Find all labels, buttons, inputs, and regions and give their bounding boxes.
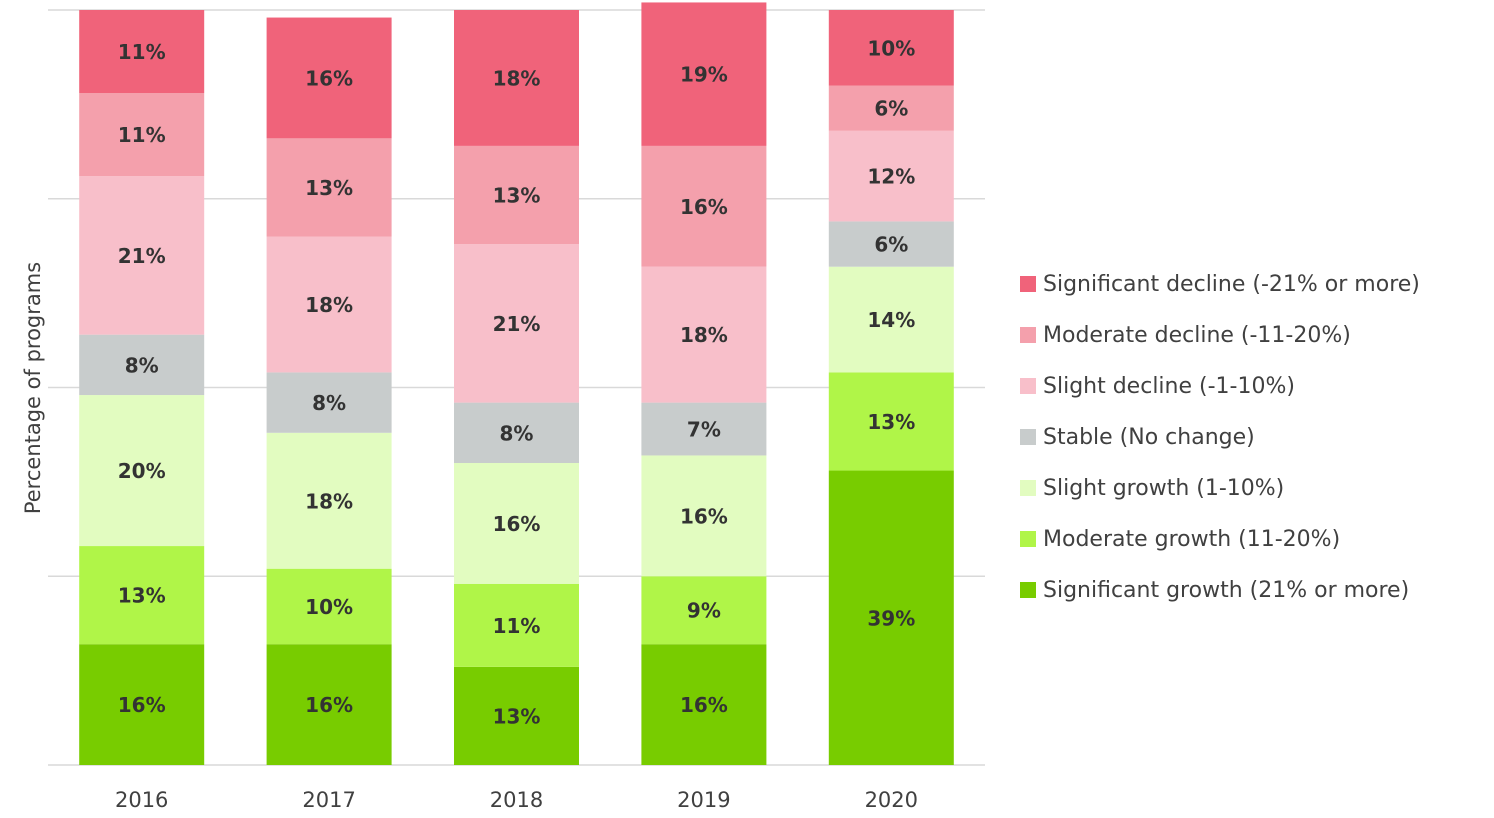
legend-swatch — [1020, 378, 1036, 394]
legend-swatch — [1020, 582, 1036, 598]
bar-segment — [79, 546, 205, 645]
data-label: 39% — [867, 606, 915, 630]
bar-segment — [266, 372, 392, 433]
data-label: 11% — [118, 40, 166, 64]
bar-segment — [79, 334, 205, 396]
bar-segment — [828, 221, 954, 267]
data-label: 8% — [312, 391, 346, 415]
bar-segment — [79, 176, 205, 335]
x-tick-label: 2019 — [677, 788, 730, 812]
data-label: 18% — [493, 66, 541, 90]
x-tick-label: 2020 — [865, 788, 918, 812]
legend-swatch — [1020, 429, 1036, 445]
data-label: 6% — [874, 97, 908, 121]
data-label: 9% — [687, 599, 721, 623]
data-label: 10% — [867, 36, 915, 60]
data-label: 7% — [687, 418, 721, 442]
bar-segment — [454, 666, 579, 765]
bar-segment — [454, 583, 579, 667]
legend-swatch — [1020, 531, 1036, 547]
bar-segment — [828, 266, 954, 373]
data-label: 21% — [118, 244, 166, 268]
legend-label: Significant decline (-21% or more) — [1043, 272, 1420, 297]
data-label: 16% — [680, 693, 728, 717]
data-label: 16% — [305, 693, 353, 717]
bar-segment — [266, 138, 392, 237]
legend-swatch — [1020, 276, 1036, 292]
bar-segment — [454, 402, 579, 463]
data-label: 18% — [305, 489, 353, 513]
data-label: 11% — [118, 123, 166, 147]
data-label: 16% — [493, 512, 541, 536]
legend-label: Slight decline (-1-10%) — [1043, 374, 1295, 399]
x-tick-label: 2018 — [490, 788, 543, 812]
legend-label: Moderate decline (-11-20%) — [1043, 323, 1351, 348]
bar-segment — [641, 2, 767, 146]
data-label: 16% — [305, 66, 353, 90]
bar-segment — [266, 17, 392, 139]
bar-segment — [641, 266, 767, 403]
bar-segment — [266, 432, 392, 569]
data-label: 16% — [680, 195, 728, 219]
data-label: 13% — [493, 183, 541, 207]
bar-segment — [79, 10, 205, 94]
data-label: 10% — [305, 595, 353, 619]
data-label: 18% — [305, 293, 353, 317]
data-label: 13% — [867, 410, 915, 434]
bar-segment — [454, 10, 579, 146]
legend-label: Moderate growth (11-20%) — [1043, 527, 1340, 552]
bar-segment — [641, 402, 767, 456]
bar-segment — [641, 455, 767, 577]
bar-segment — [641, 576, 767, 645]
legend-swatch — [1020, 327, 1036, 343]
bar-segment — [79, 93, 205, 177]
data-label: 13% — [305, 176, 353, 200]
bar-segment — [641, 644, 767, 765]
data-label: 8% — [500, 421, 534, 445]
legend-swatch — [1020, 480, 1036, 496]
bar-segment — [454, 244, 579, 403]
legend-label: Slight growth (1-10%) — [1043, 476, 1284, 501]
data-label: 12% — [867, 165, 915, 189]
bar-segment — [828, 130, 954, 222]
bar-segment — [828, 470, 954, 765]
bar-segment — [454, 463, 579, 584]
data-label: 6% — [874, 233, 908, 257]
data-label: 19% — [680, 63, 728, 87]
bar-segment — [454, 145, 579, 245]
bar-segment — [828, 372, 954, 471]
legend-label: Stable (No change) — [1043, 425, 1255, 450]
bar-segment — [266, 644, 392, 765]
bar-segment — [641, 145, 767, 267]
bar-segment — [828, 10, 954, 86]
data-label: 13% — [493, 704, 541, 728]
x-tick-label: 2016 — [115, 788, 168, 812]
data-label: 16% — [680, 504, 728, 528]
x-tick-label: 2017 — [302, 788, 355, 812]
bar-segment — [266, 236, 392, 373]
data-label: 16% — [118, 693, 166, 717]
data-label: 21% — [493, 312, 541, 336]
data-label: 11% — [493, 614, 541, 638]
data-label: 8% — [125, 353, 159, 377]
data-label: 14% — [867, 308, 915, 332]
bar-segment — [79, 644, 205, 765]
data-label: 13% — [118, 584, 166, 608]
legend-label: Significant growth (21% or more) — [1043, 578, 1409, 603]
data-label: 18% — [680, 323, 728, 347]
bar-segment — [266, 568, 392, 645]
y-axis-label: Percentage of programs — [21, 262, 45, 514]
bar-segment — [79, 395, 205, 547]
bar-segment — [828, 85, 954, 131]
data-label: 20% — [118, 459, 166, 483]
